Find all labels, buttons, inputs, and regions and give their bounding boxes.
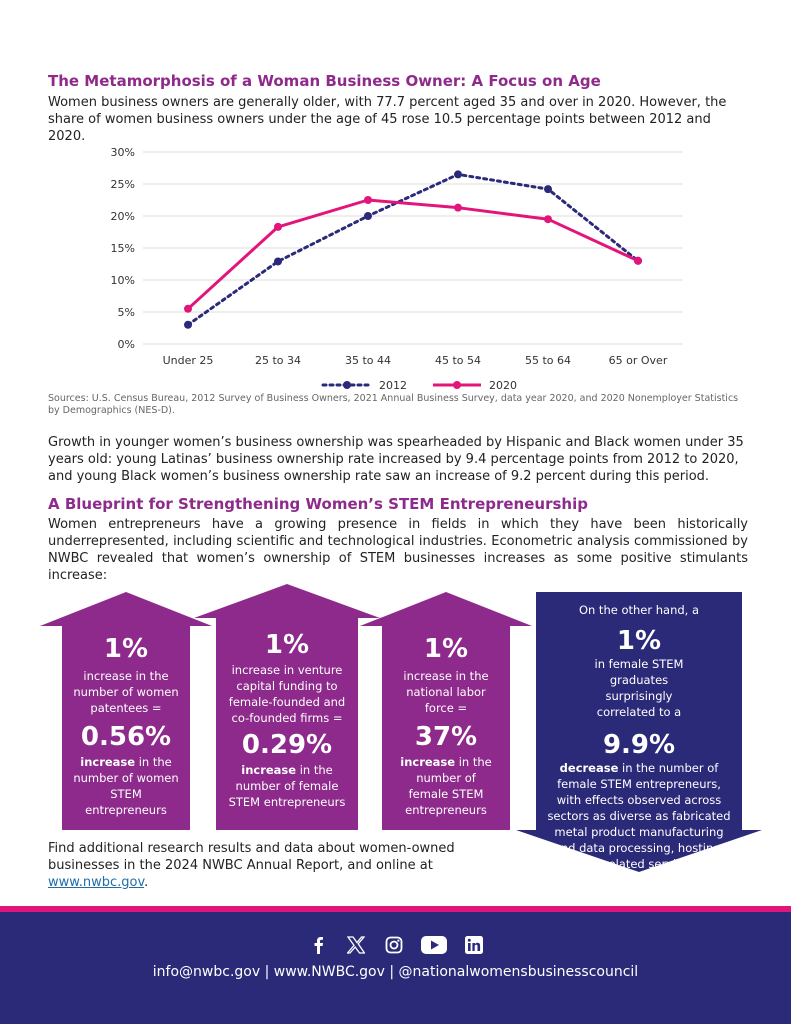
arrow-result: increase in the number of women STEM ent… <box>40 752 212 818</box>
arrow-result: increase in the number of female STEM en… <box>194 760 380 810</box>
data-point-2012 <box>364 212 372 220</box>
arrow-result-bold: increase <box>80 755 136 769</box>
footer-divider <box>0 906 791 912</box>
nwbc-link[interactable]: www.nwbc.gov <box>48 875 145 890</box>
youtube-icon[interactable] <box>420 934 447 956</box>
data-point-2012 <box>274 257 282 266</box>
data-point-2012 <box>184 320 192 329</box>
arrow-top-value: 1% <box>103 634 149 664</box>
down-arrow-result-bold: decrease <box>559 761 619 775</box>
social-icons <box>0 934 791 956</box>
data-point-2012 <box>454 170 462 179</box>
arrow-result-bold: increase <box>400 755 456 769</box>
down-arrow-result: decrease in the number of female STEM en… <box>516 760 762 872</box>
series-line-2020 <box>186 198 639 310</box>
up-arrow-shape <box>194 584 380 830</box>
data-point-2020 <box>184 304 192 313</box>
down-arrow-result-value: 9.9% <box>602 730 676 760</box>
data-point-2020 <box>544 215 552 224</box>
y-tick-label: 20% <box>111 210 135 223</box>
up-arrow-patentees: 1% increase in the number of women paten… <box>40 592 212 830</box>
up-arrow-shape <box>40 592 212 830</box>
down-arrow-lead: On the other hand, a <box>578 603 700 617</box>
x-tick-label: 25 to 34 <box>255 354 301 367</box>
down-arrow-result-text: in the number of female STEM entrepreneu… <box>547 761 731 871</box>
arrow-result-text: in the number of female STEM entrepreneu… <box>405 755 492 817</box>
x-tick-label: 35 to 44 <box>345 354 391 367</box>
arrow-result: increase in the number of female STEM en… <box>360 752 532 818</box>
arrow-result-text: in the number of female STEM entrepreneu… <box>228 763 346 809</box>
facebook-icon[interactable] <box>307 934 329 956</box>
x-tick-label: 65 or Over <box>609 354 668 367</box>
series-line-2012 <box>186 172 640 327</box>
arrow-result-text: in the number of women STEM entrepreneur… <box>73 755 179 817</box>
section-heading-stem: A Blueprint for Strengthening Women’s ST… <box>48 495 588 513</box>
arrow-top-value: 1% <box>264 630 310 660</box>
arrow-top-value: 1% <box>423 634 469 664</box>
footer-bar: info@nwbc.gov | www.NWBC.gov | @national… <box>0 912 791 1024</box>
arrow-result-bold: increase <box>241 763 297 777</box>
data-point-2020 <box>274 222 282 231</box>
arrow-result-value: 37% <box>414 722 478 752</box>
linkedin-icon[interactable] <box>463 934 485 956</box>
y-tick-label: 15% <box>111 242 135 255</box>
data-point-2012 <box>544 185 552 194</box>
arrow-condition: increase in the national labor force = <box>403 669 489 715</box>
down-arrow-stem-graduates: On the other hand, a 1% in female STEM g… <box>516 592 762 872</box>
data-point-2020 <box>454 203 462 212</box>
x-tick-label: 45 to 54 <box>435 354 481 367</box>
x-icon[interactable] <box>345 934 367 956</box>
y-tick-label: 30% <box>111 146 135 159</box>
down-arrow-top-value: 1% <box>616 626 662 656</box>
stem-intro: Women entrepreneurs have a growing prese… <box>48 517 748 583</box>
up-arrow-labor-force: 1% increase in the national labor force … <box>360 592 532 830</box>
growth-paragraph: Growth in younger women’s business owner… <box>48 435 744 484</box>
footer-note-text: Find additional research results and dat… <box>48 841 455 873</box>
x-tick-label: Under 25 <box>163 354 214 367</box>
y-tick-label: 5% <box>118 306 135 319</box>
arrow-result-value: 0.29% <box>241 730 333 760</box>
age-intro: Women business owners are generally olde… <box>48 95 727 144</box>
up-arrow-shape <box>360 592 532 830</box>
footer-note-end: . <box>144 875 149 890</box>
arrow-result-value: 0.56% <box>80 722 172 752</box>
instagram-icon[interactable] <box>383 934 405 956</box>
y-tick-label: 25% <box>111 178 135 191</box>
section-heading-age: The Metamorphosis of a Woman Business Ow… <box>48 72 601 90</box>
arrow-condition: increase in venture capital funding to f… <box>228 663 346 725</box>
footer-note: Find additional research results and dat… <box>48 840 528 891</box>
y-tick-label: 10% <box>111 274 135 287</box>
x-tick-label: 55 to 64 <box>525 354 571 367</box>
down-arrow-shape <box>516 592 762 872</box>
down-arrow-condition: in female STEM graduates surprisingly co… <box>594 657 684 719</box>
age-line-chart: 30% 25% 20% 15% 10% 5% 0% Under 25 25 to 34 35 to… <box>111 146 683 390</box>
legend-label-2020: 2020 <box>489 379 517 390</box>
y-tick-label: 0% <box>118 338 135 351</box>
legend-marker-2012 <box>343 381 351 389</box>
arrow-condition: increase in the number of women patentee… <box>73 669 179 715</box>
legend-label-2012: 2012 <box>379 379 407 390</box>
legend-marker-2020 <box>453 381 461 389</box>
source-note: Sources: U.S. Census Bureau, 2012 Survey… <box>48 393 739 416</box>
data-point-2020 <box>634 256 642 265</box>
contact-line: info@nwbc.gov | www.NWBC.gov | @national… <box>152 964 639 980</box>
data-point-2020 <box>364 196 372 204</box>
up-arrow-venture-capital: 1% increase in venture capital funding t… <box>194 584 380 830</box>
